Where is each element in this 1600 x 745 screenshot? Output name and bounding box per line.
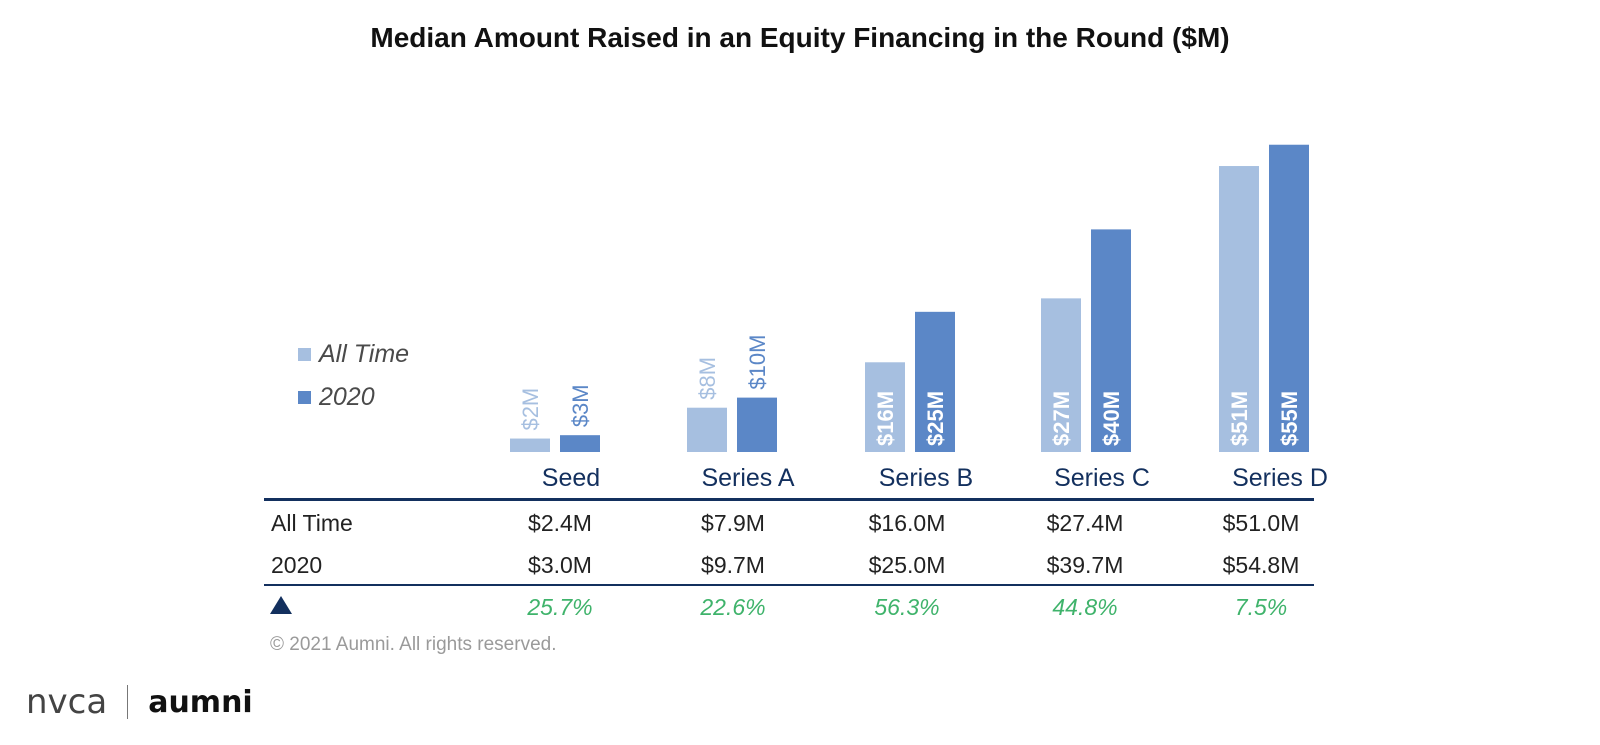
cell-2020-series-a: $9.7M xyxy=(701,552,765,578)
bar-all-time-series-d xyxy=(1219,166,1259,453)
table-row-2020: 2020 $3.0M $9.7M $25.0M $39.7M $54.8M xyxy=(264,545,1314,585)
bar-label-all-time-series-a: $8M xyxy=(695,357,720,400)
legend-item-2020: 2020 xyxy=(298,383,375,412)
aumni-logo: aumni xyxy=(148,684,253,720)
growth-series-a: 22.6% xyxy=(700,594,766,620)
category-label-series-d: Series D xyxy=(1232,464,1328,492)
legend-label-2020: 2020 xyxy=(319,383,375,411)
bar-2020-seed xyxy=(560,435,600,452)
legend-swatch-all-time xyxy=(298,348,311,361)
bar-all-time-series-a xyxy=(687,407,727,452)
bar-2020-series-c xyxy=(1091,229,1131,452)
bar-label-2020-series-a: $10M xyxy=(745,335,770,390)
cell-2020-series-d: $54.8M xyxy=(1222,552,1300,578)
bar-2020-series-b xyxy=(915,311,955,452)
bar-label-all-time-series-c: $27M xyxy=(1049,391,1074,446)
nvca-logo: nvca xyxy=(26,682,108,722)
legend-label-all-time: All Time xyxy=(319,340,410,368)
cell-2020-series-b: $25.0M xyxy=(868,552,946,578)
legend-swatch-2020 xyxy=(298,391,311,404)
bar-label-2020-seed: $3M xyxy=(568,384,593,427)
table-top-rule xyxy=(264,498,1314,501)
growth-series-c: 44.8% xyxy=(1052,594,1118,620)
logo-divider xyxy=(127,685,129,719)
bar-label-2020-series-b: $25M xyxy=(923,391,948,446)
category-label-seed: Seed xyxy=(542,464,600,492)
table-bottom-rule xyxy=(264,584,1314,586)
row-label-2020: 2020 xyxy=(271,552,323,578)
growth-series-b: 56.3% xyxy=(874,594,940,620)
chart-title: Median Amount Raised in an Equity Financ… xyxy=(370,22,1230,53)
table-row-all-time: All Time $2.4M $7.9M $16.0M $27.4M $51.0… xyxy=(264,503,1314,543)
bar-label-all-time-seed: $2M xyxy=(518,388,543,431)
cell-2020-series-c: $39.7M xyxy=(1046,552,1124,578)
growth-seed: 25.7% xyxy=(527,594,593,620)
cell-all-time-series-a: $7.9M xyxy=(701,510,765,536)
bar-label-all-time-series-d: $51M xyxy=(1227,391,1252,446)
table-row-growth: 25.7% 22.6% 56.3% 44.8% 7.5% xyxy=(264,587,1314,627)
row-label-all-time: All Time xyxy=(271,510,353,536)
bar-label-all-time-series-b: $16M xyxy=(873,391,898,446)
category-label-series-b: Series B xyxy=(879,464,973,492)
bar-all-time-series-b xyxy=(865,362,905,452)
cell-2020-seed: $3.0M xyxy=(528,552,592,578)
legend-item-all-time: All Time xyxy=(298,340,409,369)
bar-label-2020-series-c: $40M xyxy=(1099,391,1124,446)
category-label-series-c: Series C xyxy=(1054,464,1150,492)
bar-2020-series-d xyxy=(1269,144,1309,452)
triangle-up-icon xyxy=(270,596,292,614)
footer-logos: nvca aumni xyxy=(26,682,253,722)
category-label-series-a: Series A xyxy=(701,464,794,492)
cell-all-time-series-c: $27.4M xyxy=(1046,510,1124,536)
growth-series-d: 7.5% xyxy=(1234,594,1288,620)
bar-all-time-series-c xyxy=(1041,298,1081,452)
bar-all-time-seed xyxy=(510,438,550,452)
cell-all-time-seed: $2.4M xyxy=(528,510,592,536)
bar-2020-series-a xyxy=(737,397,777,452)
cell-all-time-series-b: $16.0M xyxy=(868,510,946,536)
cell-all-time-series-d: $51.0M xyxy=(1222,510,1300,536)
copyright-notice: © 2021 Aumni. All rights reserved. xyxy=(270,634,557,655)
bar-label-2020-series-d: $55M xyxy=(1277,391,1302,446)
